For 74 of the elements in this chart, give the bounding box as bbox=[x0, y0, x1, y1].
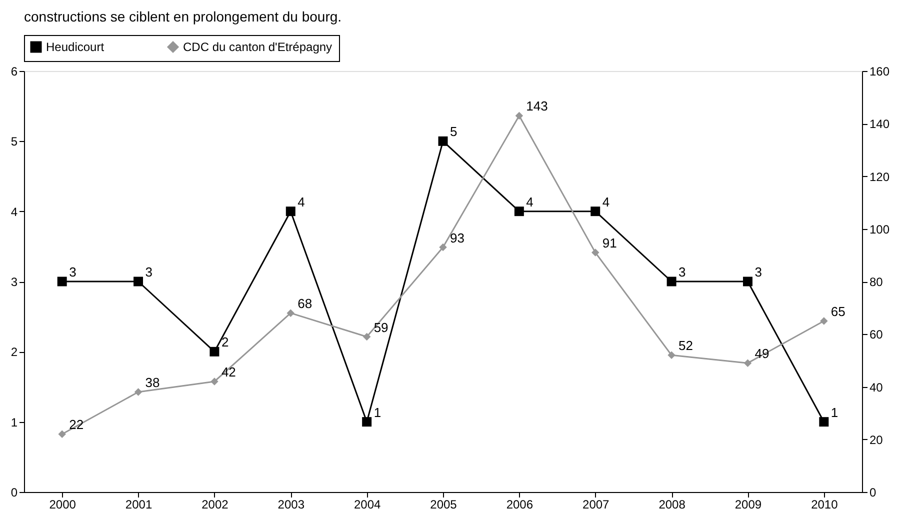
data-label: 4 bbox=[526, 194, 534, 210]
y2-tick-label: 40 bbox=[870, 380, 884, 394]
y2-tick-label: 0 bbox=[870, 486, 876, 500]
data-label: 42 bbox=[221, 364, 236, 380]
data-label: 5 bbox=[450, 124, 458, 140]
point bbox=[819, 417, 829, 427]
data-label: 22 bbox=[69, 417, 84, 432]
data-label: 1 bbox=[830, 404, 838, 420]
data-label: 68 bbox=[298, 296, 312, 312]
legend-label: Heudicourt bbox=[46, 40, 105, 54]
point bbox=[515, 112, 524, 120]
data-label: 3 bbox=[145, 264, 153, 280]
data-label: 4 bbox=[298, 194, 305, 210]
y-tick-label: 4 bbox=[10, 204, 18, 219]
data-label: 3 bbox=[69, 264, 76, 280]
point bbox=[666, 276, 676, 286]
text: constructions se ciblent en prolongement du bourg. bbox=[24, 8, 342, 24]
point bbox=[590, 206, 600, 216]
legend-label: CDC du canton d'Etrépagny bbox=[183, 40, 332, 54]
data-label: 65 bbox=[830, 304, 846, 319]
point bbox=[591, 248, 600, 256]
point bbox=[57, 276, 67, 286]
y2-tick-label: 140 bbox=[870, 117, 890, 132]
x-tick-label: 2004 bbox=[354, 498, 381, 512]
x-tick-label: 2003 bbox=[278, 498, 305, 512]
point bbox=[744, 359, 752, 367]
point bbox=[362, 332, 371, 341]
point bbox=[58, 430, 66, 438]
data-label: 2 bbox=[221, 334, 229, 350]
point bbox=[438, 136, 448, 146]
data-label: 143 bbox=[526, 98, 548, 114]
y-tick-label: 6 bbox=[10, 64, 18, 78]
x-tick-label: 2008 bbox=[658, 498, 686, 512]
x-tick-label: 2000 bbox=[49, 498, 76, 512]
data-label: 93 bbox=[450, 230, 464, 246]
data-label: 91 bbox=[602, 236, 617, 251]
y2-tick-label: 20 bbox=[870, 432, 884, 447]
y-tick-label: 5 bbox=[10, 134, 18, 149]
y2-tick-label: 60 bbox=[870, 328, 884, 342]
point bbox=[286, 206, 296, 216]
point bbox=[742, 276, 752, 286]
y2-tick-label: 80 bbox=[870, 275, 884, 289]
point bbox=[134, 388, 142, 396]
x-tick-label: 2002 bbox=[202, 498, 229, 512]
y-tick-label: 2 bbox=[10, 345, 18, 360]
x-tick-label: 2006 bbox=[506, 498, 534, 512]
y2-tick-label: 100 bbox=[870, 222, 890, 236]
data-label: 4 bbox=[602, 194, 610, 210]
x-tick-label: 2001 bbox=[125, 498, 152, 512]
point bbox=[210, 346, 220, 356]
y-tick-label: 1 bbox=[10, 415, 18, 430]
x-tick-label: 2010 bbox=[811, 498, 838, 512]
point bbox=[210, 378, 218, 386]
x-tick-label: 2005 bbox=[430, 498, 458, 512]
point bbox=[820, 317, 828, 325]
y2-tick-label: 160 bbox=[870, 64, 890, 78]
y-tick-label: 0 bbox=[10, 486, 18, 500]
y-tick-label: 3 bbox=[10, 275, 18, 289]
point bbox=[286, 309, 295, 317]
data-label: 3 bbox=[678, 264, 686, 280]
data-label: 59 bbox=[374, 320, 388, 335]
point bbox=[134, 276, 144, 286]
y2-tick-label: 120 bbox=[870, 170, 890, 184]
data-label: 38 bbox=[145, 375, 160, 390]
point bbox=[439, 243, 447, 252]
point bbox=[514, 206, 524, 216]
data-label: 1 bbox=[374, 404, 382, 420]
data-label: 52 bbox=[678, 338, 694, 354]
x-tick-label: 2007 bbox=[582, 498, 610, 512]
point bbox=[362, 417, 372, 427]
data-label: 3 bbox=[754, 264, 762, 280]
data-label: 49 bbox=[754, 346, 770, 362]
x-tick-label: 2009 bbox=[734, 498, 762, 512]
point bbox=[668, 351, 676, 360]
